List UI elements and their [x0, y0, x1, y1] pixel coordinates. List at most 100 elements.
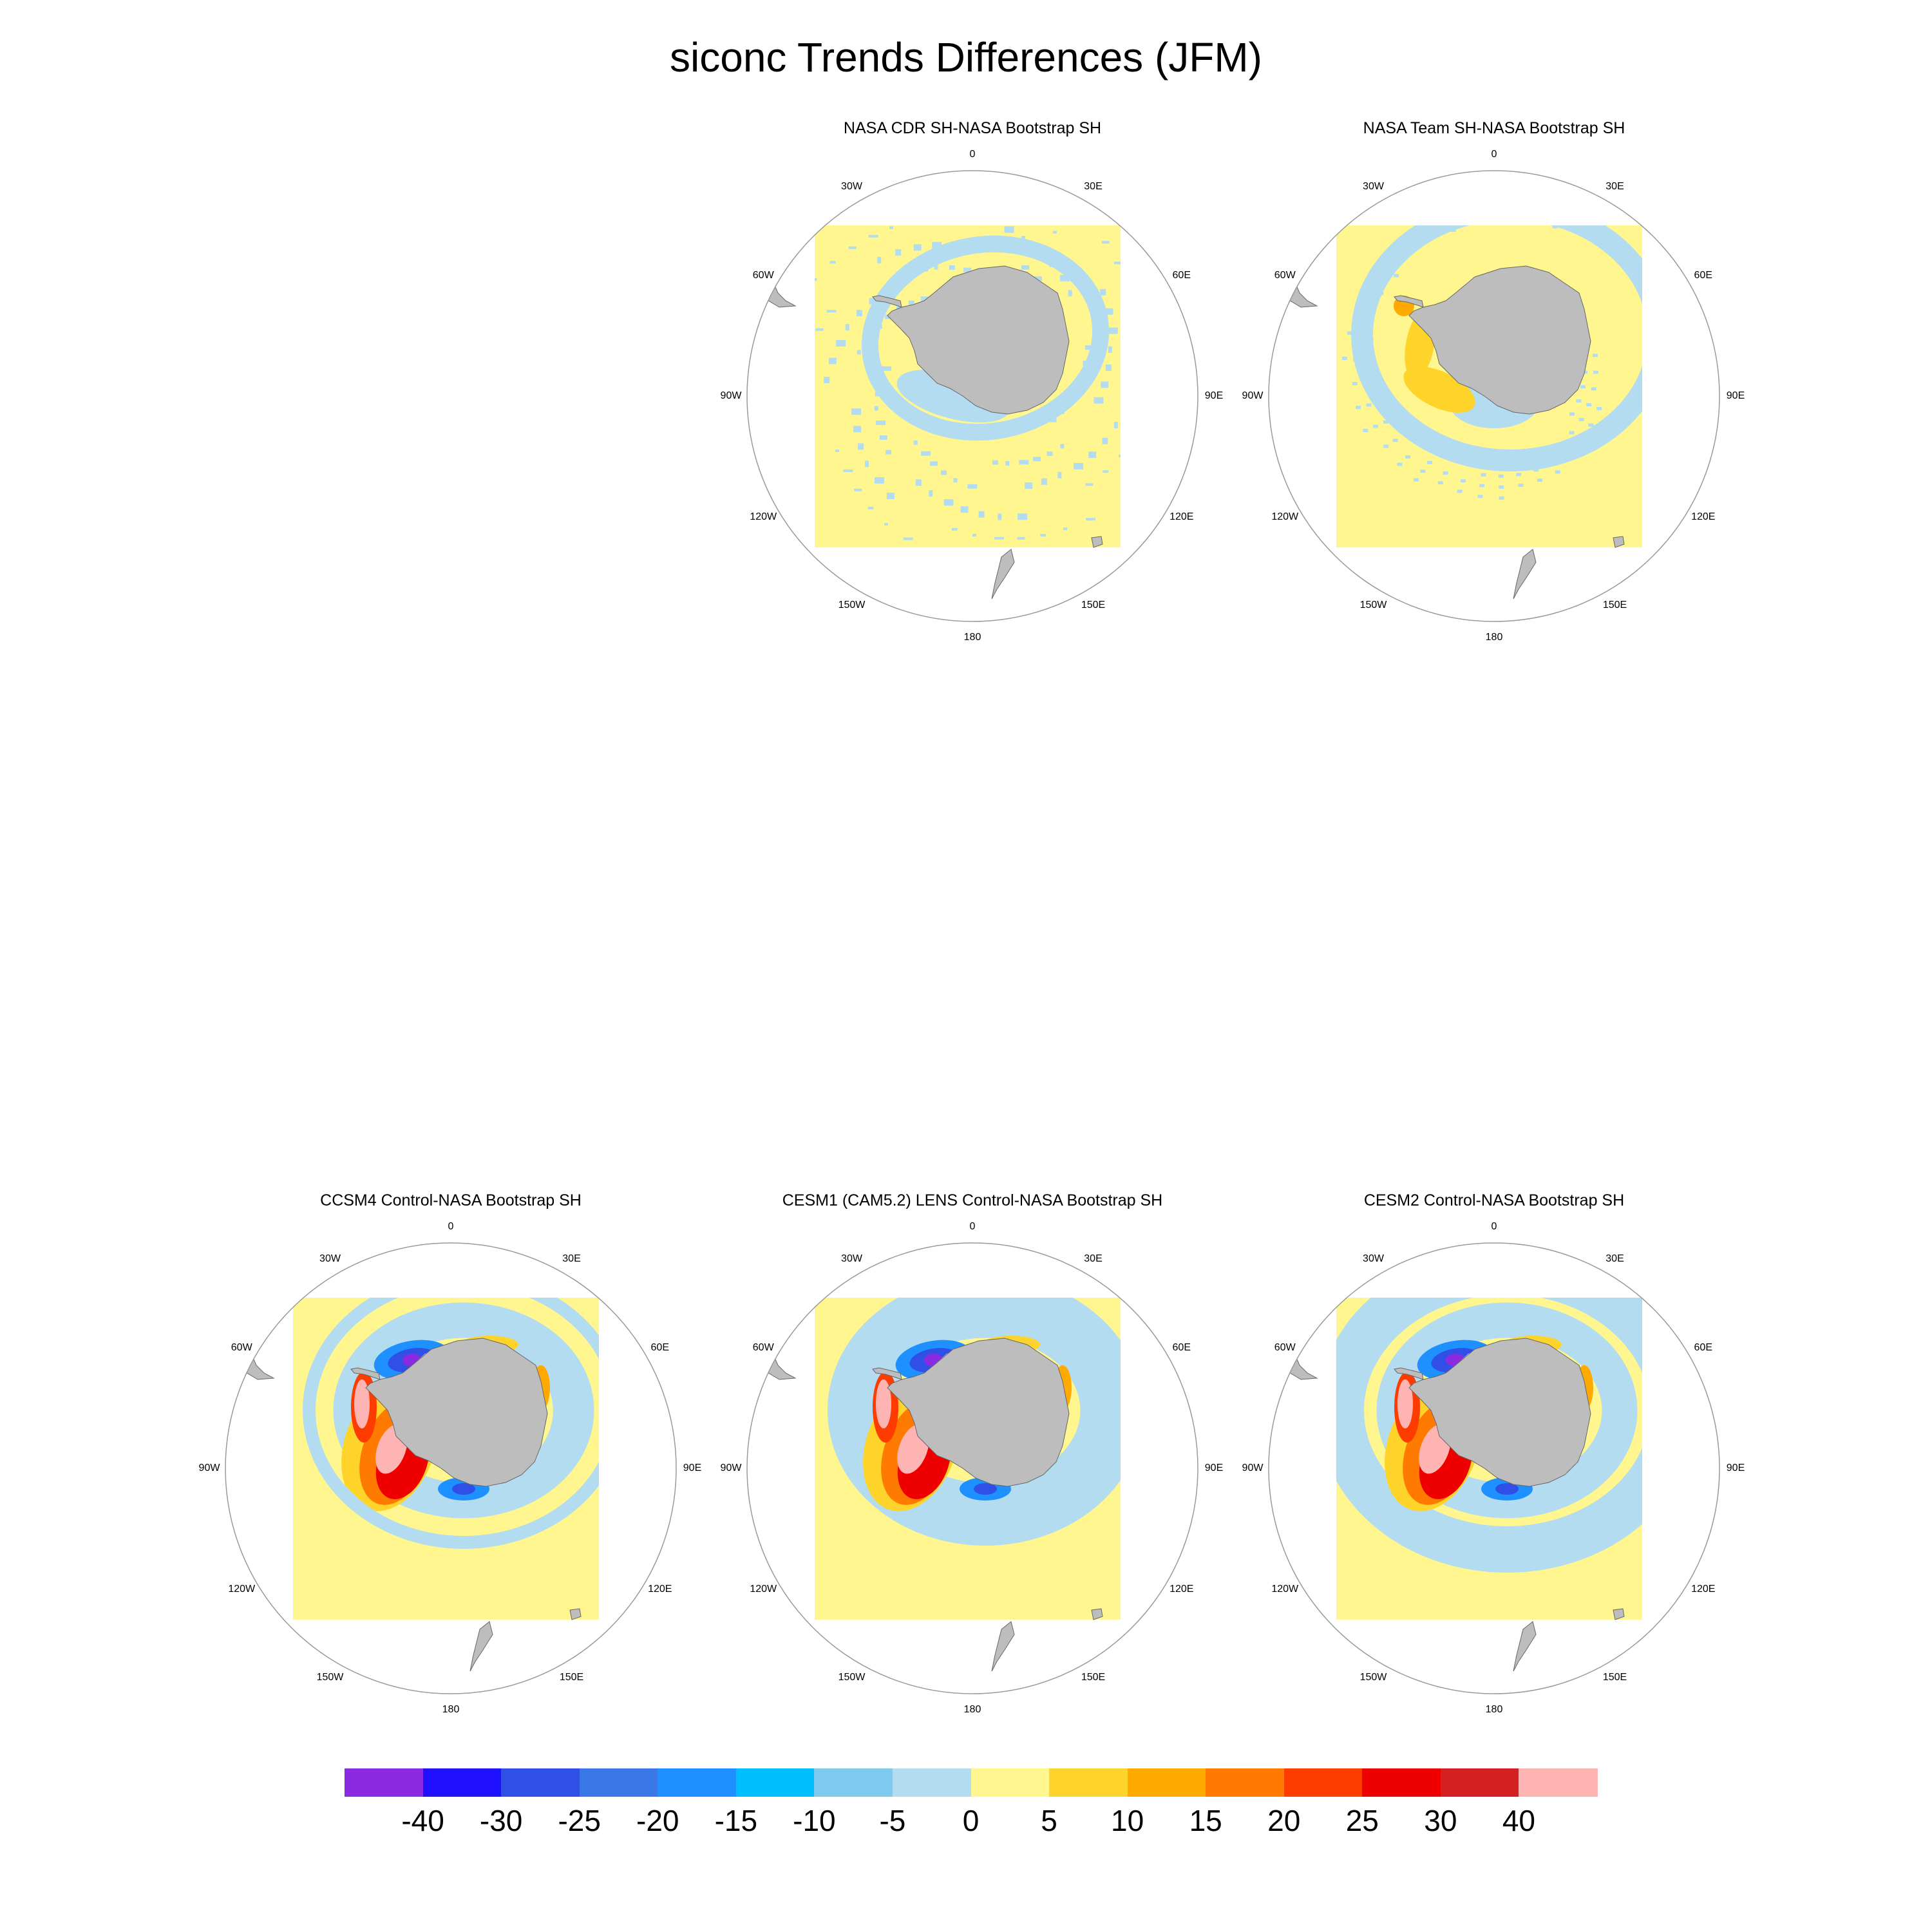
colorbar-tick-label: -5: [879, 1804, 906, 1837]
longitude-label: 60W: [1274, 269, 1296, 281]
speckle: [1046, 451, 1053, 457]
longitude-label: 90E: [1204, 1463, 1224, 1473]
speckle: [868, 234, 878, 238]
speckle: [853, 426, 862, 433]
longitude-label: 90E: [1726, 1463, 1745, 1473]
speckle: [1498, 474, 1504, 478]
longitude-label: 60W: [1274, 1341, 1296, 1353]
map-panel-cesm1: CESM1 (CAM5.2) LENS Control-NASA Bootstr…: [721, 1191, 1224, 1715]
colorbar-swatch: [658, 1768, 737, 1797]
longitude-label: 180: [1485, 1704, 1503, 1715]
tasmania: [1613, 1608, 1625, 1620]
speckle: [1569, 412, 1575, 416]
speckle: [1422, 227, 1428, 231]
speckle: [1084, 345, 1091, 350]
speckle: [798, 393, 808, 396]
speckle: [1502, 202, 1507, 205]
speckle: [932, 242, 942, 249]
speckle: [953, 478, 958, 483]
longitude-label: 120W: [1271, 511, 1299, 522]
speckle: [1053, 231, 1057, 234]
speckle: [1544, 451, 1549, 455]
speckle: [1383, 420, 1388, 424]
speckle: [1481, 473, 1486, 477]
speckle: [1386, 266, 1392, 270]
speckle: [869, 298, 877, 305]
speckle: [1392, 439, 1398, 442]
speckle: [1059, 274, 1070, 281]
speckle: [1032, 276, 1042, 281]
antarctica-landmass: [1408, 265, 1591, 415]
antarctic-peninsula: [872, 295, 902, 308]
colorbar-tick-label: 25: [1345, 1804, 1379, 1837]
speckle: [848, 246, 857, 249]
speckle: [865, 460, 869, 468]
speckle: [1564, 450, 1570, 454]
longitude-label: 150E: [1602, 599, 1627, 611]
speckle: [807, 348, 813, 351]
speckle: [1578, 417, 1584, 421]
colorbar-swatch: [345, 1768, 424, 1797]
polar-map: [746, 170, 1198, 622]
longitude-label: 90W: [198, 1463, 220, 1473]
speckle: [1085, 483, 1094, 486]
colorbar-tick-label: 20: [1267, 1804, 1301, 1837]
antarctic-peninsula: [1394, 295, 1424, 308]
speckle: [903, 537, 913, 540]
map-boundary-circle: [1268, 170, 1720, 622]
antarctica-landmass: [887, 265, 1070, 415]
speckle: [951, 527, 958, 531]
tasmania: [1091, 536, 1103, 548]
longitude-label: 90W: [1242, 390, 1264, 401]
speckle: [943, 499, 954, 506]
speckle: [829, 261, 836, 264]
polar-map: [746, 1242, 1198, 1694]
speckle: [845, 324, 849, 331]
speckle: [1057, 471, 1062, 478]
colorbar-tick-label: 5: [1041, 1804, 1057, 1837]
anomaly-patch: [1495, 1483, 1519, 1495]
speckle: [1153, 394, 1159, 397]
speckle: [1113, 422, 1118, 429]
speckle: [1129, 305, 1135, 308]
speckle: [1368, 337, 1374, 341]
longitude-label: 150E: [1081, 599, 1106, 611]
speckle: [1118, 455, 1121, 457]
colorbar-tick-label: 0: [962, 1804, 980, 1837]
antarctic-peninsula: [872, 1367, 902, 1380]
speckle: [994, 536, 1005, 540]
speckle: [858, 443, 864, 450]
longitude-label: 0: [1491, 149, 1497, 160]
speckle: [1105, 364, 1112, 371]
colorbar-tick-label: 30: [1424, 1804, 1457, 1837]
speckle: [882, 366, 892, 371]
speckle: [1366, 312, 1372, 316]
speckle: [1477, 495, 1483, 498]
speckle: [1347, 331, 1352, 335]
speckle: [874, 406, 878, 411]
longitude-label: 120W: [228, 1583, 256, 1595]
speckle: [1352, 357, 1358, 361]
new-zealand: [991, 549, 1015, 600]
map-panel-team: NASA Team SH-NASA Bootstrap SH 0 30E 60E 90…: [1242, 119, 1745, 643]
map-boundary-circle: [746, 1242, 1198, 1694]
speckle: [884, 523, 888, 526]
speckle: [1448, 218, 1453, 222]
map-boundary-circle: [746, 170, 1198, 622]
speckle: [1623, 266, 1629, 270]
speckle: [929, 490, 933, 497]
longitude-label: 150W: [1359, 599, 1387, 611]
colorbar-swatch: [422, 1768, 502, 1797]
speckle: [1499, 485, 1504, 489]
speckle: [1341, 356, 1347, 360]
tasmania: [569, 1608, 582, 1620]
speckle: [815, 328, 824, 331]
tasmania: [1613, 536, 1625, 548]
speckle: [1108, 327, 1118, 334]
speckle: [1582, 228, 1587, 232]
speckle: [1378, 292, 1384, 296]
colorbar-swatch: [579, 1768, 658, 1797]
speckle: [1593, 370, 1598, 374]
speckle: [1363, 429, 1368, 433]
longitude-label: 60E: [650, 1341, 669, 1353]
